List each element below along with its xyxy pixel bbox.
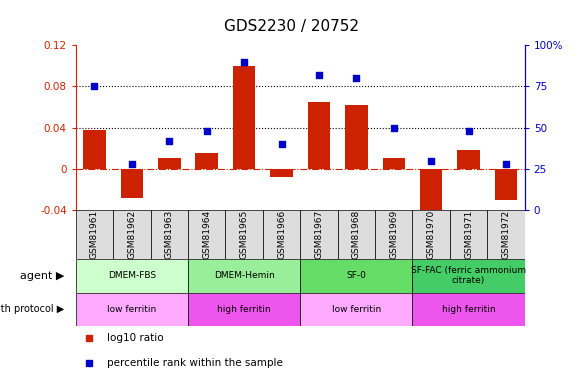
Bar	[188, 292, 300, 326]
Bar	[300, 210, 338, 259]
Bar	[150, 210, 188, 259]
Text: DMEM-FBS: DMEM-FBS	[108, 271, 156, 280]
Bar	[188, 210, 226, 259]
Bar	[345, 105, 367, 169]
Bar	[158, 158, 181, 169]
Text: GSM81964: GSM81964	[202, 210, 211, 259]
Bar	[226, 210, 263, 259]
Bar	[113, 210, 150, 259]
Bar	[450, 210, 487, 259]
Point	[427, 158, 436, 164]
Bar	[300, 259, 412, 292]
Bar	[83, 130, 106, 169]
Text: GDS2230 / 20752: GDS2230 / 20752	[224, 19, 359, 34]
Point	[464, 128, 473, 134]
Text: GSM81961: GSM81961	[90, 210, 99, 259]
Text: GSM81969: GSM81969	[389, 210, 398, 259]
Text: GSM81963: GSM81963	[165, 210, 174, 259]
Point	[90, 83, 99, 89]
Point	[352, 75, 361, 81]
Text: GSM81967: GSM81967	[314, 210, 324, 259]
Bar	[308, 102, 330, 169]
Text: GSM81962: GSM81962	[128, 210, 136, 259]
Point	[240, 58, 249, 64]
Bar	[487, 210, 525, 259]
Text: DMEM-Hemin: DMEM-Hemin	[214, 271, 275, 280]
Text: low ferritin: low ferritin	[332, 305, 381, 314]
Bar	[412, 210, 450, 259]
Text: GSM81970: GSM81970	[427, 210, 436, 259]
Bar	[375, 210, 412, 259]
Text: agent ▶: agent ▶	[20, 271, 64, 280]
Point	[277, 141, 286, 147]
Bar	[457, 150, 480, 169]
Bar	[412, 259, 525, 292]
Bar	[420, 169, 442, 218]
Text: GSM81968: GSM81968	[352, 210, 361, 259]
Text: log10 ratio: log10 ratio	[107, 333, 164, 344]
Text: GSM81965: GSM81965	[240, 210, 248, 259]
Text: low ferritin: low ferritin	[107, 305, 156, 314]
Bar	[271, 169, 293, 177]
Bar	[263, 210, 300, 259]
Text: percentile rank within the sample: percentile rank within the sample	[107, 358, 283, 368]
Point	[202, 128, 212, 134]
Bar	[412, 292, 525, 326]
Point	[389, 124, 398, 130]
Bar	[121, 169, 143, 198]
Bar	[495, 169, 517, 200]
Point	[164, 138, 174, 144]
Text: GSM81972: GSM81972	[501, 210, 511, 259]
Text: growth protocol ▶: growth protocol ▶	[0, 304, 64, 314]
Bar	[233, 66, 255, 169]
Bar	[76, 259, 188, 292]
Bar	[76, 210, 113, 259]
Bar	[188, 259, 300, 292]
Text: GSM81966: GSM81966	[277, 210, 286, 259]
Point	[127, 161, 136, 167]
Bar	[382, 158, 405, 169]
Bar	[338, 210, 375, 259]
Point	[501, 161, 511, 167]
Bar	[76, 292, 188, 326]
Bar	[300, 292, 412, 326]
Text: GSM81971: GSM81971	[464, 210, 473, 259]
Text: SF-FAC (ferric ammonium
citrate): SF-FAC (ferric ammonium citrate)	[411, 266, 526, 285]
Text: high ferritin: high ferritin	[217, 305, 271, 314]
Point	[314, 72, 324, 78]
Text: SF-0: SF-0	[346, 271, 366, 280]
Text: high ferritin: high ferritin	[442, 305, 496, 314]
Bar	[195, 153, 218, 169]
